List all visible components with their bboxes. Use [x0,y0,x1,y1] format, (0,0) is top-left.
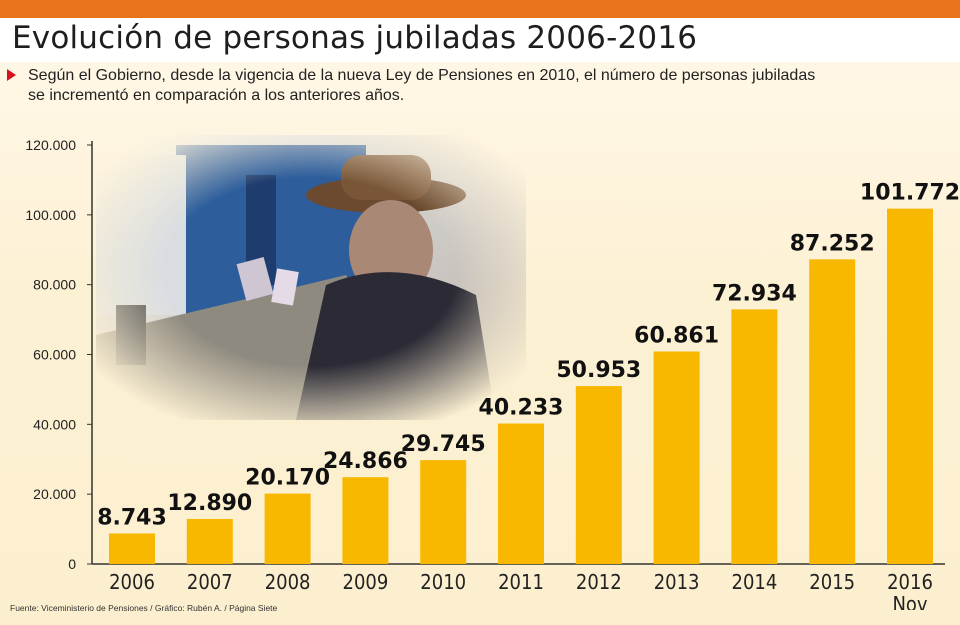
chart-subtitle: Según el Gobierno, desde la vigencia de … [28,67,816,104]
chart-title: Evolución de personas jubiladas 2006-201… [12,20,698,56]
bar-2006 [109,533,155,564]
x-tick-label-2006: 2006 [109,570,155,594]
y-tick-label: 60.000 [33,347,76,363]
x-tick-label-2008: 2008 [265,570,311,594]
y-tick-label: 20.000 [33,486,76,502]
y-tick-label: 80.000 [33,277,76,293]
x-tick-label-2007: 2007 [187,570,233,594]
x-tick-label-2014: 2014 [732,570,778,594]
y-tick-label: 40.000 [33,416,76,432]
value-label-2016: 101.772 [860,181,960,206]
value-label-2006: 8.743 [97,505,167,530]
x-tick-label-2015: 2015 [809,570,855,594]
x-tick-label-2012: 2012 [576,570,622,594]
bar-2012 [575,386,622,564]
bar-chart: 020.00040.00060.00080.000100.000120.000 … [25,137,960,610]
bar-2008 [264,493,311,564]
bar-2007 [186,518,233,564]
value-label-2007: 12.890 [167,491,252,516]
x-tick-label-2010: 2010 [420,570,466,594]
value-label-2011: 40.233 [479,396,564,421]
value-label-2009: 24.866 [323,449,408,474]
value-label-2010: 29.745 [401,432,486,457]
bar-2016 [887,208,933,564]
bar-2009 [342,477,389,564]
bar-2013 [653,351,700,564]
bar-2014 [731,309,778,564]
bar-2011 [498,423,544,564]
bar-2015 [809,259,856,564]
bullet-marker-icon [7,69,16,81]
source-note: Fuente: Viceministerio de Pensiones / Gr… [10,603,278,613]
x-tick-sublabel: Nov [892,592,927,610]
x-tick-label-2011: 2011 [498,570,544,594]
y-tick-label: 100.000 [25,207,76,223]
value-label-2012: 50.953 [556,358,641,383]
x-tick-label-2013: 2013 [654,570,700,594]
value-label-2008: 20.170 [245,466,330,491]
value-label-2013: 60.861 [634,323,719,348]
x-tick-label-2009: 2009 [343,570,389,594]
x-tick-label-2016: 2016 [887,570,933,594]
pensioner-photo [96,135,526,420]
y-tick-label: 120.000 [25,137,76,153]
value-label-2014: 72.934 [712,281,797,306]
y-tick-label: 0 [68,556,76,572]
bar-2010 [420,460,467,564]
top-accent-bar [0,0,960,18]
value-label-2015: 87.252 [790,231,875,256]
